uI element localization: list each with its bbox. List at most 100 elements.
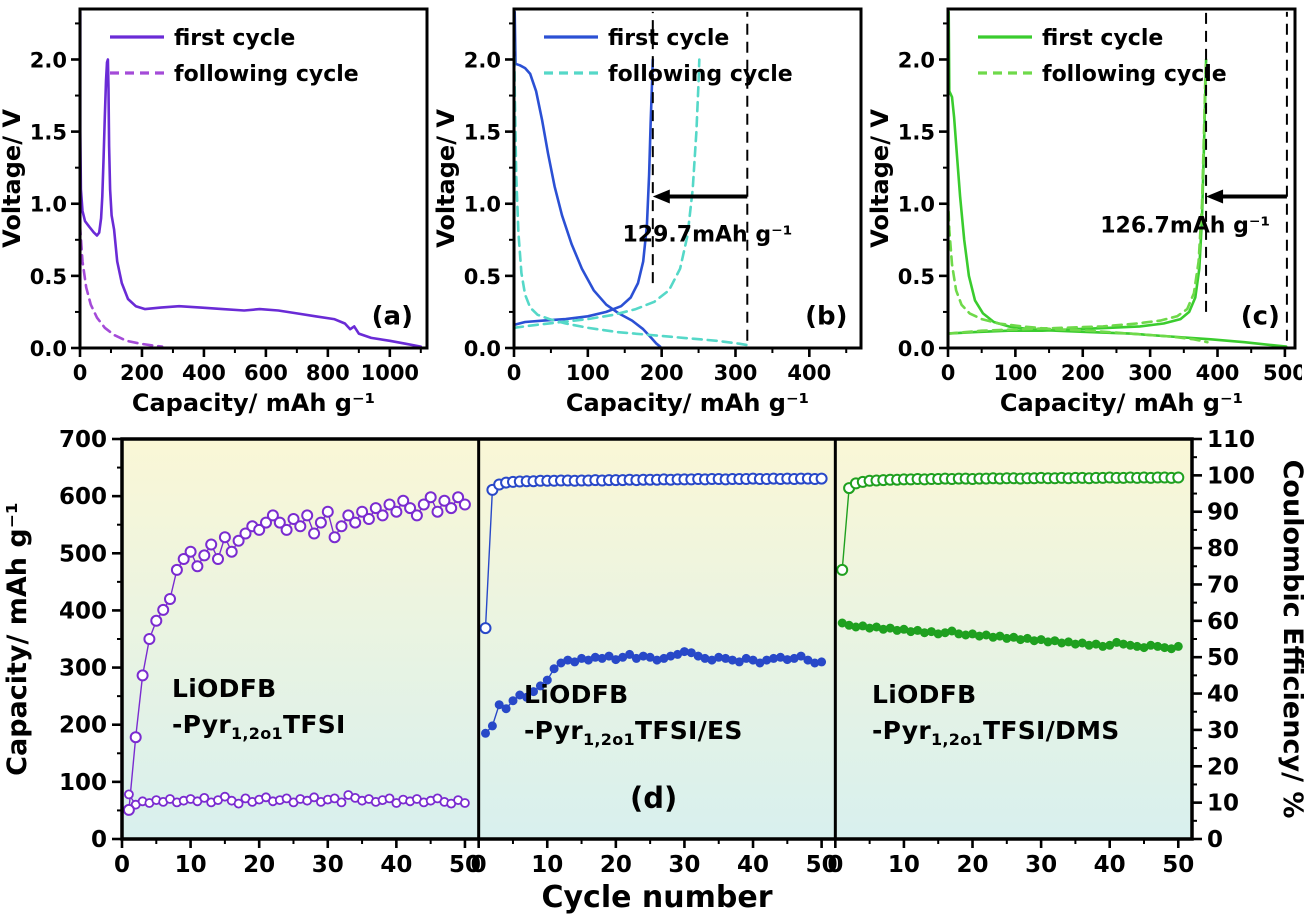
- svg-text:400: 400: [787, 361, 831, 385]
- svg-text:400: 400: [59, 598, 107, 624]
- svg-text:0: 0: [91, 827, 107, 853]
- svg-text:400: 400: [182, 361, 226, 385]
- svg-text:600: 600: [59, 484, 107, 510]
- svg-text:0.5: 0.5: [898, 265, 935, 289]
- electrolyte-subscript: 1,2o1: [231, 724, 283, 744]
- svg-text:10: 10: [531, 852, 563, 878]
- svg-text:100: 100: [59, 770, 107, 796]
- electrolyte-suffix: TFSI/ES: [634, 716, 743, 746]
- svg-text:500: 500: [59, 541, 107, 567]
- svg-text:(c): (c): [1241, 301, 1280, 331]
- svg-text:following cycle: following cycle: [174, 62, 359, 87]
- svg-text:90: 90: [1207, 500, 1239, 526]
- electrolyte-subscript: 1,2o1: [583, 730, 635, 750]
- svg-text:300: 300: [714, 361, 758, 385]
- panel-b-chart: 129.7mAh g⁻¹ 0 100 200 300 400 0.0 0.5 1.0 1.5 2.0…: [434, 7, 863, 417]
- electrolyte-label-1: LiODFB -Pyr1,2o1TFSI: [172, 671, 346, 745]
- svg-text:0.0: 0.0: [30, 337, 67, 361]
- svg-text:20: 20: [243, 852, 275, 878]
- svg-text:40: 40: [737, 852, 769, 878]
- electrolyte-label-3: LiODFB -Pyr1,2o1TFSI/DMS: [872, 677, 1120, 751]
- svg-text:129.7mAh g⁻¹: 129.7mAh g⁻¹: [623, 222, 793, 247]
- svg-text:following cycle: following cycle: [1042, 62, 1227, 87]
- electrolyte-suffix: TFSI/DMS: [982, 716, 1120, 746]
- svg-text:1.0: 1.0: [898, 193, 935, 217]
- svg-text:60: 60: [1207, 609, 1239, 635]
- cycling-panel-wrap: 0 10 20 30 40 50 0 10 20 30 40 50 0 10 20 30 40 50 0 100 200…: [0, 425, 1304, 919]
- svg-text:Voltage/ V: Voltage/ V: [868, 109, 894, 248]
- plot-area-d: 0 10 20 30 40 500 10 20 30 40 500 10 20 30 40 500100200…: [2, 427, 1304, 915]
- svg-text:0.0: 0.0: [898, 337, 935, 361]
- svg-text:100: 100: [566, 361, 610, 385]
- electrolyte-prefix: -Pyr: [524, 716, 583, 746]
- svg-text:first cycle: first cycle: [1042, 26, 1163, 51]
- svg-text:(a): (a): [372, 301, 413, 331]
- svg-text:Capacity/ mAh g⁻¹: Capacity/ mAh g⁻¹: [1000, 389, 1243, 417]
- plot-area-b: 129.7mAh g⁻¹ 0 100 200 300 400 0.0 0.5 1.0 1.5 2.0…: [434, 7, 863, 417]
- electrolyte-prefix: -Pyr: [172, 710, 231, 740]
- svg-text:0.5: 0.5: [464, 265, 501, 289]
- svg-text:40: 40: [1207, 682, 1239, 708]
- svg-text:2.0: 2.0: [464, 48, 501, 72]
- svg-text:first cycle: first cycle: [174, 26, 295, 51]
- svg-text:0: 0: [73, 361, 88, 385]
- panel-a-chart: 0 200 400 600 800 1000 0.0 0.5 1.0 1.5 2.0 Capacity…: [0, 7, 429, 417]
- panel-c-chart: 126.7mAh g⁻¹ 0 100 200 300 400 500 0.0 0.5 1.0 1.5…: [868, 7, 1302, 417]
- svg-text:20: 20: [1207, 754, 1239, 780]
- svg-text:30: 30: [668, 852, 700, 878]
- electrolyte-subscript: 1,2o1: [931, 730, 983, 750]
- svg-text:2.0: 2.0: [30, 48, 67, 72]
- svg-text:0: 0: [114, 852, 130, 878]
- svg-text:1.0: 1.0: [30, 193, 67, 217]
- svg-text:20: 20: [600, 852, 632, 878]
- svg-text:100: 100: [993, 361, 1037, 385]
- svg-text:1.0: 1.0: [464, 193, 501, 217]
- svg-text:800: 800: [306, 361, 350, 385]
- panel-d-letter: (d): [630, 781, 678, 815]
- svg-text:Voltage/ V: Voltage/ V: [434, 109, 460, 248]
- svg-text:0: 0: [471, 852, 487, 878]
- svg-text:0.0: 0.0: [464, 337, 501, 361]
- svg-text:1.5: 1.5: [30, 121, 67, 145]
- svg-text:50: 50: [806, 852, 838, 878]
- panel-d-chart: 0 10 20 30 40 500 10 20 30 40 500 10 20 30 40 500100200…: [2, 427, 1304, 915]
- svg-text:1000: 1000: [361, 361, 419, 385]
- svg-text:110: 110: [1207, 427, 1255, 453]
- svg-text:(b): (b): [805, 301, 847, 331]
- svg-text:following cycle: following cycle: [608, 62, 793, 87]
- svg-text:0.5: 0.5: [30, 265, 67, 289]
- svg-text:0: 0: [941, 361, 956, 385]
- voltage-panels-row: 0 200 400 600 800 1000 0.0 0.5 1.0 1.5 2.0 Capacity…: [0, 0, 1304, 425]
- svg-text:10: 10: [888, 852, 920, 878]
- electrolyte-label-3-line1: LiODFB: [872, 680, 977, 709]
- electrolyte-label-2-line1: LiODFB: [524, 680, 629, 709]
- svg-text:300: 300: [59, 656, 107, 682]
- svg-text:200: 200: [120, 361, 164, 385]
- svg-text:70: 70: [1207, 572, 1239, 598]
- svg-text:30: 30: [312, 852, 344, 878]
- electrolyte-label-3-line2: -Pyr1,2o1TFSI/DMS: [872, 713, 1120, 751]
- electrolyte-suffix: TFSI: [282, 710, 346, 740]
- svg-text:50: 50: [1162, 852, 1194, 878]
- svg-text:30: 30: [1207, 718, 1239, 744]
- svg-text:126.7mAh g⁻¹: 126.7mAh g⁻¹: [1100, 214, 1270, 239]
- svg-text:2.0: 2.0: [898, 48, 935, 72]
- svg-text:Capacity/ mAh g⁻¹: Capacity/ mAh g⁻¹: [132, 389, 375, 417]
- svg-text:500: 500: [1263, 361, 1302, 385]
- svg-text:40: 40: [380, 852, 412, 878]
- svg-text:first cycle: first cycle: [608, 26, 729, 51]
- svg-text:Capacity/ mAh g⁻¹: Capacity/ mAh g⁻¹: [566, 389, 809, 417]
- svg-text:600: 600: [244, 361, 288, 385]
- svg-text:200: 200: [59, 713, 107, 739]
- svg-text:0: 0: [1207, 827, 1223, 853]
- svg-text:10: 10: [175, 852, 207, 878]
- svg-text:50: 50: [1207, 645, 1239, 671]
- svg-text:30: 30: [1025, 852, 1057, 878]
- svg-text:100: 100: [1207, 463, 1255, 489]
- plot-area-a: 0 200 400 600 800 1000 0.0 0.5 1.0 1.5 2.0 Capacity…: [0, 7, 429, 417]
- svg-text:0: 0: [827, 852, 843, 878]
- svg-text:0: 0: [507, 361, 522, 385]
- svg-text:20: 20: [957, 852, 989, 878]
- plot-area-c: 126.7mAh g⁻¹ 0 100 200 300 400 500 0.0 0.5 1.0 1.5…: [868, 7, 1302, 417]
